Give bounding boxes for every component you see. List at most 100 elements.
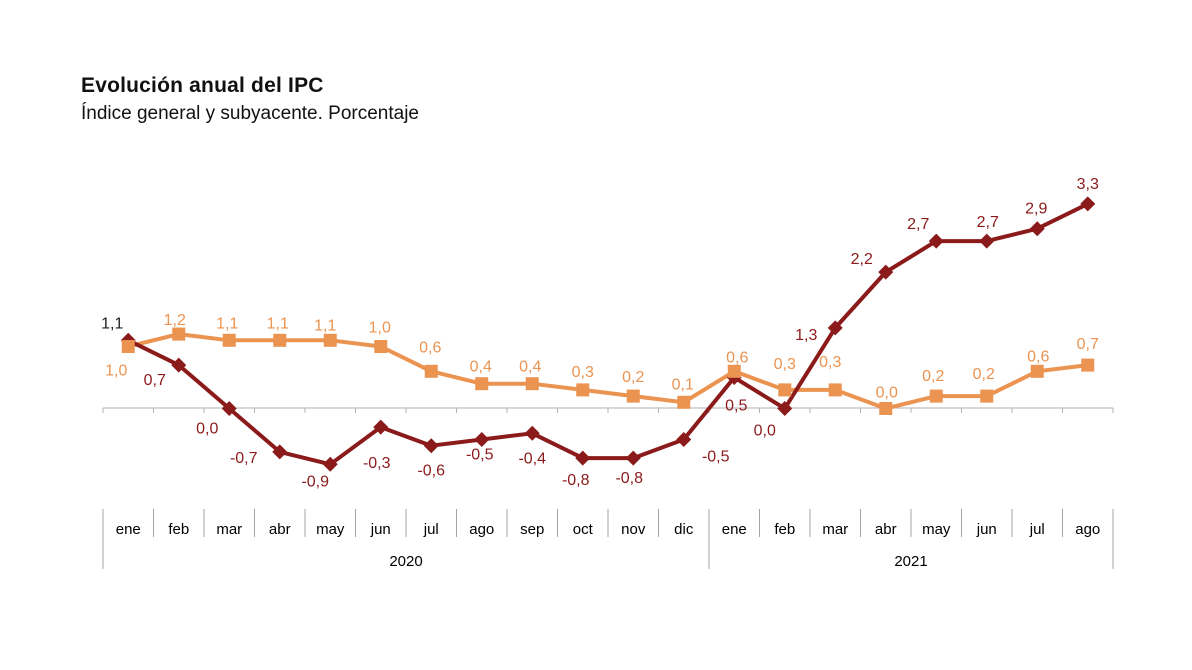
data-label-indice-general: -0,8 <box>615 470 643 487</box>
data-label-indice-general: -0,3 <box>363 455 391 472</box>
x-axis-month-label: ago <box>1075 521 1100 538</box>
data-label-indice-general: -0,4 <box>518 450 546 467</box>
marker-diamond-indice-general <box>1029 221 1045 237</box>
data-label-indice-general: -0,5 <box>702 449 730 466</box>
x-axis-month-label: ene <box>116 521 141 538</box>
data-label-indice-subyacente: 0,0 <box>876 385 898 402</box>
x-axis-month-label: jun <box>370 521 391 538</box>
data-label-indice-subyacente: 0,2 <box>922 368 944 385</box>
x-axis-month-label: mar <box>216 521 242 538</box>
data-label-indice-general: 2,9 <box>1025 201 1047 218</box>
marker-diamond-indice-general <box>171 357 187 373</box>
data-label-indice-general: 0,5 <box>725 398 747 415</box>
x-axis-month-label: jul <box>423 521 439 538</box>
data-label-indice-subyacente: 0,6 <box>726 349 748 366</box>
series-line-indice-subyacente <box>127 332 1088 411</box>
marker-diamond-indice-general <box>423 438 439 454</box>
data-label-indice-general: 1,3 <box>795 327 817 344</box>
marker-diamond-indice-general <box>524 425 540 441</box>
marker-square-indice-subyacente <box>525 377 539 391</box>
marker-diamond-indice-general <box>272 444 288 460</box>
data-label-indice-general: 2,7 <box>977 214 999 231</box>
data-label-indice-subyacente: 0,3 <box>774 356 796 373</box>
chart-header: Evolución anual del IPC Índice general y… <box>81 74 419 125</box>
marker-diamond-indice-general <box>575 450 591 466</box>
marker-diamond-indice-general <box>373 419 389 435</box>
data-label-indice-subyacente: 0,1 <box>672 376 694 393</box>
x-axis-month-label: ago <box>469 521 494 538</box>
x-axis-month-label: oct <box>573 521 594 538</box>
marker-diamond-indice-general <box>827 320 843 336</box>
marker-diamond-indice-general <box>625 450 641 466</box>
data-label-indice-general: -0,5 <box>466 447 494 464</box>
x-axis-month-label: dic <box>674 521 694 538</box>
marker-square-indice-subyacente <box>677 395 691 409</box>
series-line-indice-general <box>127 202 1089 467</box>
data-label-indice-subyacente: 1,2 <box>164 312 186 329</box>
marker-square-indice-subyacente <box>929 389 943 403</box>
marker-square-indice-subyacente <box>980 389 994 403</box>
marker-diamond-indice-general <box>676 432 692 447</box>
data-label-indice-subyacente: 0,3 <box>819 354 841 371</box>
x-axis-month-label: nov <box>621 521 646 538</box>
data-label-indice-general: 3,3 <box>1077 176 1099 193</box>
data-label-indice-subyacente: 0,4 <box>519 359 541 376</box>
marker-diamond-indice-general <box>928 233 944 249</box>
marker-square-indice-subyacente <box>778 383 792 397</box>
data-label-indice-general: -0,7 <box>230 450 258 467</box>
marker-square-indice-subyacente <box>222 333 236 347</box>
x-axis-month-label: mar <box>822 521 848 538</box>
data-label-indice-subyacente: 0,2 <box>973 366 995 383</box>
marker-diamond-indice-general <box>1080 196 1096 212</box>
marker-square-indice-subyacente <box>1081 358 1095 372</box>
data-label-indice-subyacente: 0,2 <box>622 369 644 386</box>
data-label-indice-subyacente: 1,0 <box>369 320 391 337</box>
x-axis-month-label: abr <box>875 521 897 538</box>
marker-diamond-indice-general <box>979 233 995 249</box>
data-label-indice-subyacente: 0,6 <box>419 339 441 356</box>
data-label-indice-general: 0,0 <box>754 423 776 440</box>
data-label-indice-subyacente: 1,1 <box>216 315 238 332</box>
data-label-indice-general: 0,0 <box>196 421 218 438</box>
marker-square-indice-subyacente <box>1030 364 1044 378</box>
marker-diamond-indice-general <box>474 432 490 447</box>
marker-square-indice-subyacente <box>828 383 842 397</box>
x-axis-year-label: 2021 <box>894 553 927 570</box>
data-label-indice-subyacente: 0,4 <box>470 359 492 376</box>
data-label-indice-general: 1,1 <box>101 315 123 332</box>
marker-square-indice-subyacente <box>424 364 438 378</box>
x-axis-month-label: may <box>316 521 345 538</box>
x-axis-month-label: feb <box>168 521 189 538</box>
x-axis-month-label: jun <box>976 521 997 538</box>
data-label-indice-general: -0,8 <box>562 472 590 489</box>
data-label-indice-general: -0,6 <box>417 463 445 480</box>
marker-diamond-indice-general <box>878 264 894 280</box>
marker-square-indice-subyacente <box>323 333 337 347</box>
marker-square-indice-subyacente <box>121 340 135 353</box>
marker-square-indice-subyacente <box>576 383 590 397</box>
data-label-indice-subyacente: 0,7 <box>1077 336 1099 353</box>
marker-square-indice-subyacente <box>273 333 287 347</box>
chart-title: Evolución anual del IPC <box>81 74 324 97</box>
x-axis-month-label: may <box>922 521 951 538</box>
marker-square-indice-subyacente <box>475 377 489 391</box>
marker-diamond-indice-general <box>221 401 237 416</box>
x-axis-month-label: jul <box>1029 521 1045 538</box>
marker-square-indice-subyacente <box>626 389 640 403</box>
data-label-indice-subyacente: 0,6 <box>1027 348 1049 365</box>
marker-square-indice-subyacente <box>374 340 388 353</box>
x-axis-month-label: ene <box>722 521 747 538</box>
data-label-indice-general: 0,7 <box>144 372 166 389</box>
data-label-indice-general: 2,2 <box>851 251 873 268</box>
data-label-indice-subyacente: 1,0 <box>105 363 127 380</box>
marker-square-indice-subyacente <box>727 364 741 378</box>
marker-diamond-indice-general <box>777 401 793 416</box>
marker-square-indice-subyacente <box>879 402 893 415</box>
x-axis-month-label: sep <box>520 521 544 538</box>
data-label-indice-general: -0,9 <box>301 473 329 490</box>
data-label-indice-general: 2,7 <box>907 216 929 233</box>
data-label-indice-subyacente: 0,3 <box>572 364 594 381</box>
marker-diamond-indice-general <box>322 456 338 472</box>
